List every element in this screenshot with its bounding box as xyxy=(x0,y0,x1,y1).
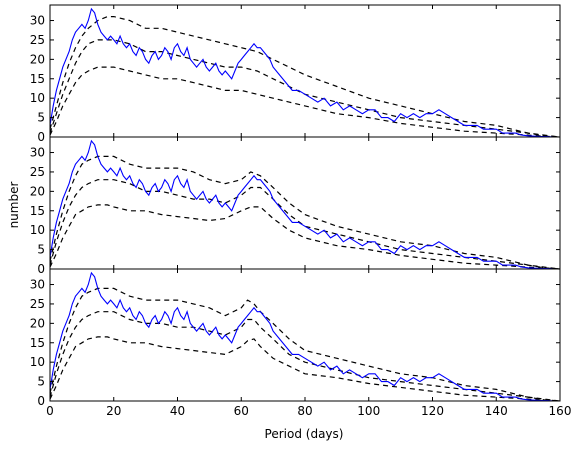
x-tick-label-80: 80 xyxy=(297,404,312,418)
panel-1-ytick-label-10: 10 xyxy=(30,91,45,105)
panel-1-ytick-label-25: 25 xyxy=(30,33,45,47)
panel-3-observed-line xyxy=(49,271,560,402)
panel-2-ytick-label-10: 10 xyxy=(30,223,45,237)
panel-2-ytick-label-15: 15 xyxy=(30,204,45,218)
panel-1-ytick-label-30: 30 xyxy=(30,14,45,28)
panel-2-ytick-label-20: 20 xyxy=(30,184,45,198)
panel-2-band-3 xyxy=(49,204,561,270)
x-axis-label: Period (days) xyxy=(265,427,344,441)
panel-1-ytick-label-20: 20 xyxy=(30,52,45,66)
panel-2-ytick-label-30: 30 xyxy=(30,146,45,160)
panel-1-frame xyxy=(49,4,561,138)
x-tick-label-40: 40 xyxy=(170,404,185,418)
x-tick-label-100: 100 xyxy=(357,404,380,418)
panel-3-band-3 xyxy=(49,336,561,402)
panel-3-ytick-label-25: 25 xyxy=(30,297,45,311)
panel-3-band-2 xyxy=(49,311,561,402)
panel-3-band-1 xyxy=(49,287,561,402)
panel-3: 0 5 10 15 20 25 30 xyxy=(30,268,561,408)
panel-1-band-2 xyxy=(49,39,561,138)
panel-1-ytick-label-15: 15 xyxy=(30,72,45,86)
panel-2-band-2 xyxy=(49,179,561,270)
panel-3-ytick-label-5: 5 xyxy=(37,375,45,389)
panel-3-ytick-label-20: 20 xyxy=(30,316,45,330)
panel-2-ytick-label-25: 25 xyxy=(30,165,45,179)
panel-3-ytick-label-15: 15 xyxy=(30,336,45,350)
panel-1-band-1 xyxy=(49,16,561,138)
panel-3-frame xyxy=(49,268,561,402)
panel-2-ytick-label-5: 5 xyxy=(37,243,45,257)
x-tick-label-60: 60 xyxy=(234,404,249,418)
panel-2-frame xyxy=(49,136,561,270)
x-tick-label-160: 160 xyxy=(549,404,572,418)
panel-1: 0 5 10 15 20 25 30 xyxy=(30,4,561,144)
x-tick-labels: 0 20 40 60 80 100 120 140 160 xyxy=(46,404,571,418)
x-tick-label-20: 20 xyxy=(106,404,121,418)
x-tick-label-120: 120 xyxy=(421,404,444,418)
panel-3-ytick-label-10: 10 xyxy=(30,355,45,369)
panel-1-ytick-label-0: 0 xyxy=(37,130,45,144)
panel-1-ytick-label-5: 5 xyxy=(37,111,45,125)
panel-2-observed-line xyxy=(49,139,560,270)
chart-panels: 0 5 10 15 20 25 30 0 5 10 15 20 25 30 0 5 10 15 20 25 30 xyxy=(30,4,561,408)
panel-1-observed-line xyxy=(49,7,560,138)
panel-3-ytick-label-0: 0 xyxy=(37,394,45,408)
panel-2: 0 5 10 15 20 25 30 xyxy=(30,136,561,276)
x-tick-label-140: 140 xyxy=(485,404,508,418)
y-axis-label: number xyxy=(7,182,21,229)
panel-2-band-1 xyxy=(49,155,561,270)
panel-3-ytick-label-30: 30 xyxy=(30,278,45,292)
x-tick-label-0: 0 xyxy=(46,404,54,418)
panel-1-band-3 xyxy=(49,66,561,138)
panel-2-ytick-label-0: 0 xyxy=(37,262,45,276)
